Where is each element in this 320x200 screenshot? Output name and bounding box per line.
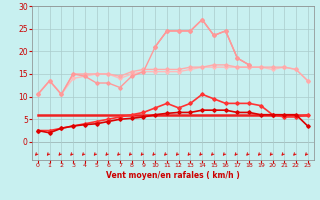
Bar <box>32 142 314 160</box>
X-axis label: Vent moyen/en rafales ( km/h ): Vent moyen/en rafales ( km/h ) <box>106 171 240 180</box>
